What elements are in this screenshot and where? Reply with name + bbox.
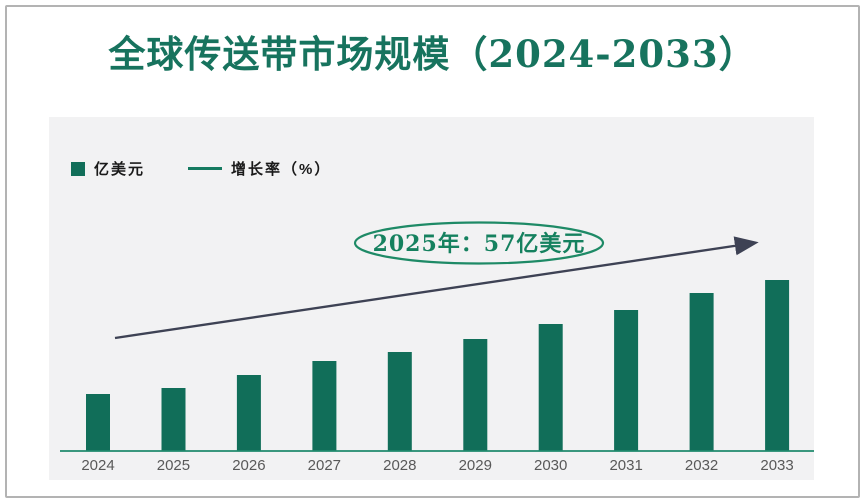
bars-group: 2024 2025 2026 2027 2028 2029 2030 2031 2032 2033 <box>81 280 794 474</box>
bar-2025 <box>161 388 186 451</box>
bar-2032 <box>689 293 714 451</box>
legend: 亿美元 增长率（%） <box>71 158 331 179</box>
x-tick-label-2026: 2026 <box>232 457 265 474</box>
chart-title: 全球传送带市场规模（2024-2033） <box>108 32 757 76</box>
chart-panel: 亿美元 增长率（%） 2025年：57亿美元 2024 2025 2026 2027 2… <box>49 117 814 480</box>
x-tick-label-2029: 2029 <box>459 457 492 474</box>
bar-2027 <box>312 361 337 451</box>
chart-canvas: 2025年：57亿美元 2024 2025 2026 2027 2028 2029 2030… <box>60 221 814 474</box>
bar-2028 <box>387 352 412 451</box>
x-tick-label-2027: 2027 <box>308 457 341 474</box>
bar-2030 <box>538 324 563 451</box>
x-tick-label-2032: 2032 <box>685 457 718 474</box>
x-tick-label-2025: 2025 <box>157 457 190 474</box>
bar-swatch-icon <box>71 161 85 176</box>
x-tick-label-2031: 2031 <box>609 457 642 474</box>
trend-arrow <box>114 236 759 340</box>
bar-2029 <box>463 339 488 451</box>
bar-2033 <box>765 280 790 451</box>
bar-2026 <box>236 375 261 451</box>
bar-2024 <box>86 394 110 451</box>
bar-2031 <box>614 310 639 451</box>
x-tick-label-2030: 2030 <box>534 457 567 474</box>
x-tick-label-2028: 2028 <box>383 457 416 474</box>
annotation-text: 2025年：57亿美元 <box>373 231 586 257</box>
legend-label-bar: 亿美元 <box>94 161 146 178</box>
annotation-ellipse <box>353 221 605 265</box>
x-tick-label-2033: 2033 <box>760 457 793 474</box>
line-swatch-icon <box>188 166 223 171</box>
x-tick-label-2024: 2024 <box>81 457 114 474</box>
legend-label-line: 增长率（%） <box>231 161 332 178</box>
legend-item-line: 增长率（%） <box>188 158 331 179</box>
legend-item-bar: 亿美元 <box>71 158 145 179</box>
